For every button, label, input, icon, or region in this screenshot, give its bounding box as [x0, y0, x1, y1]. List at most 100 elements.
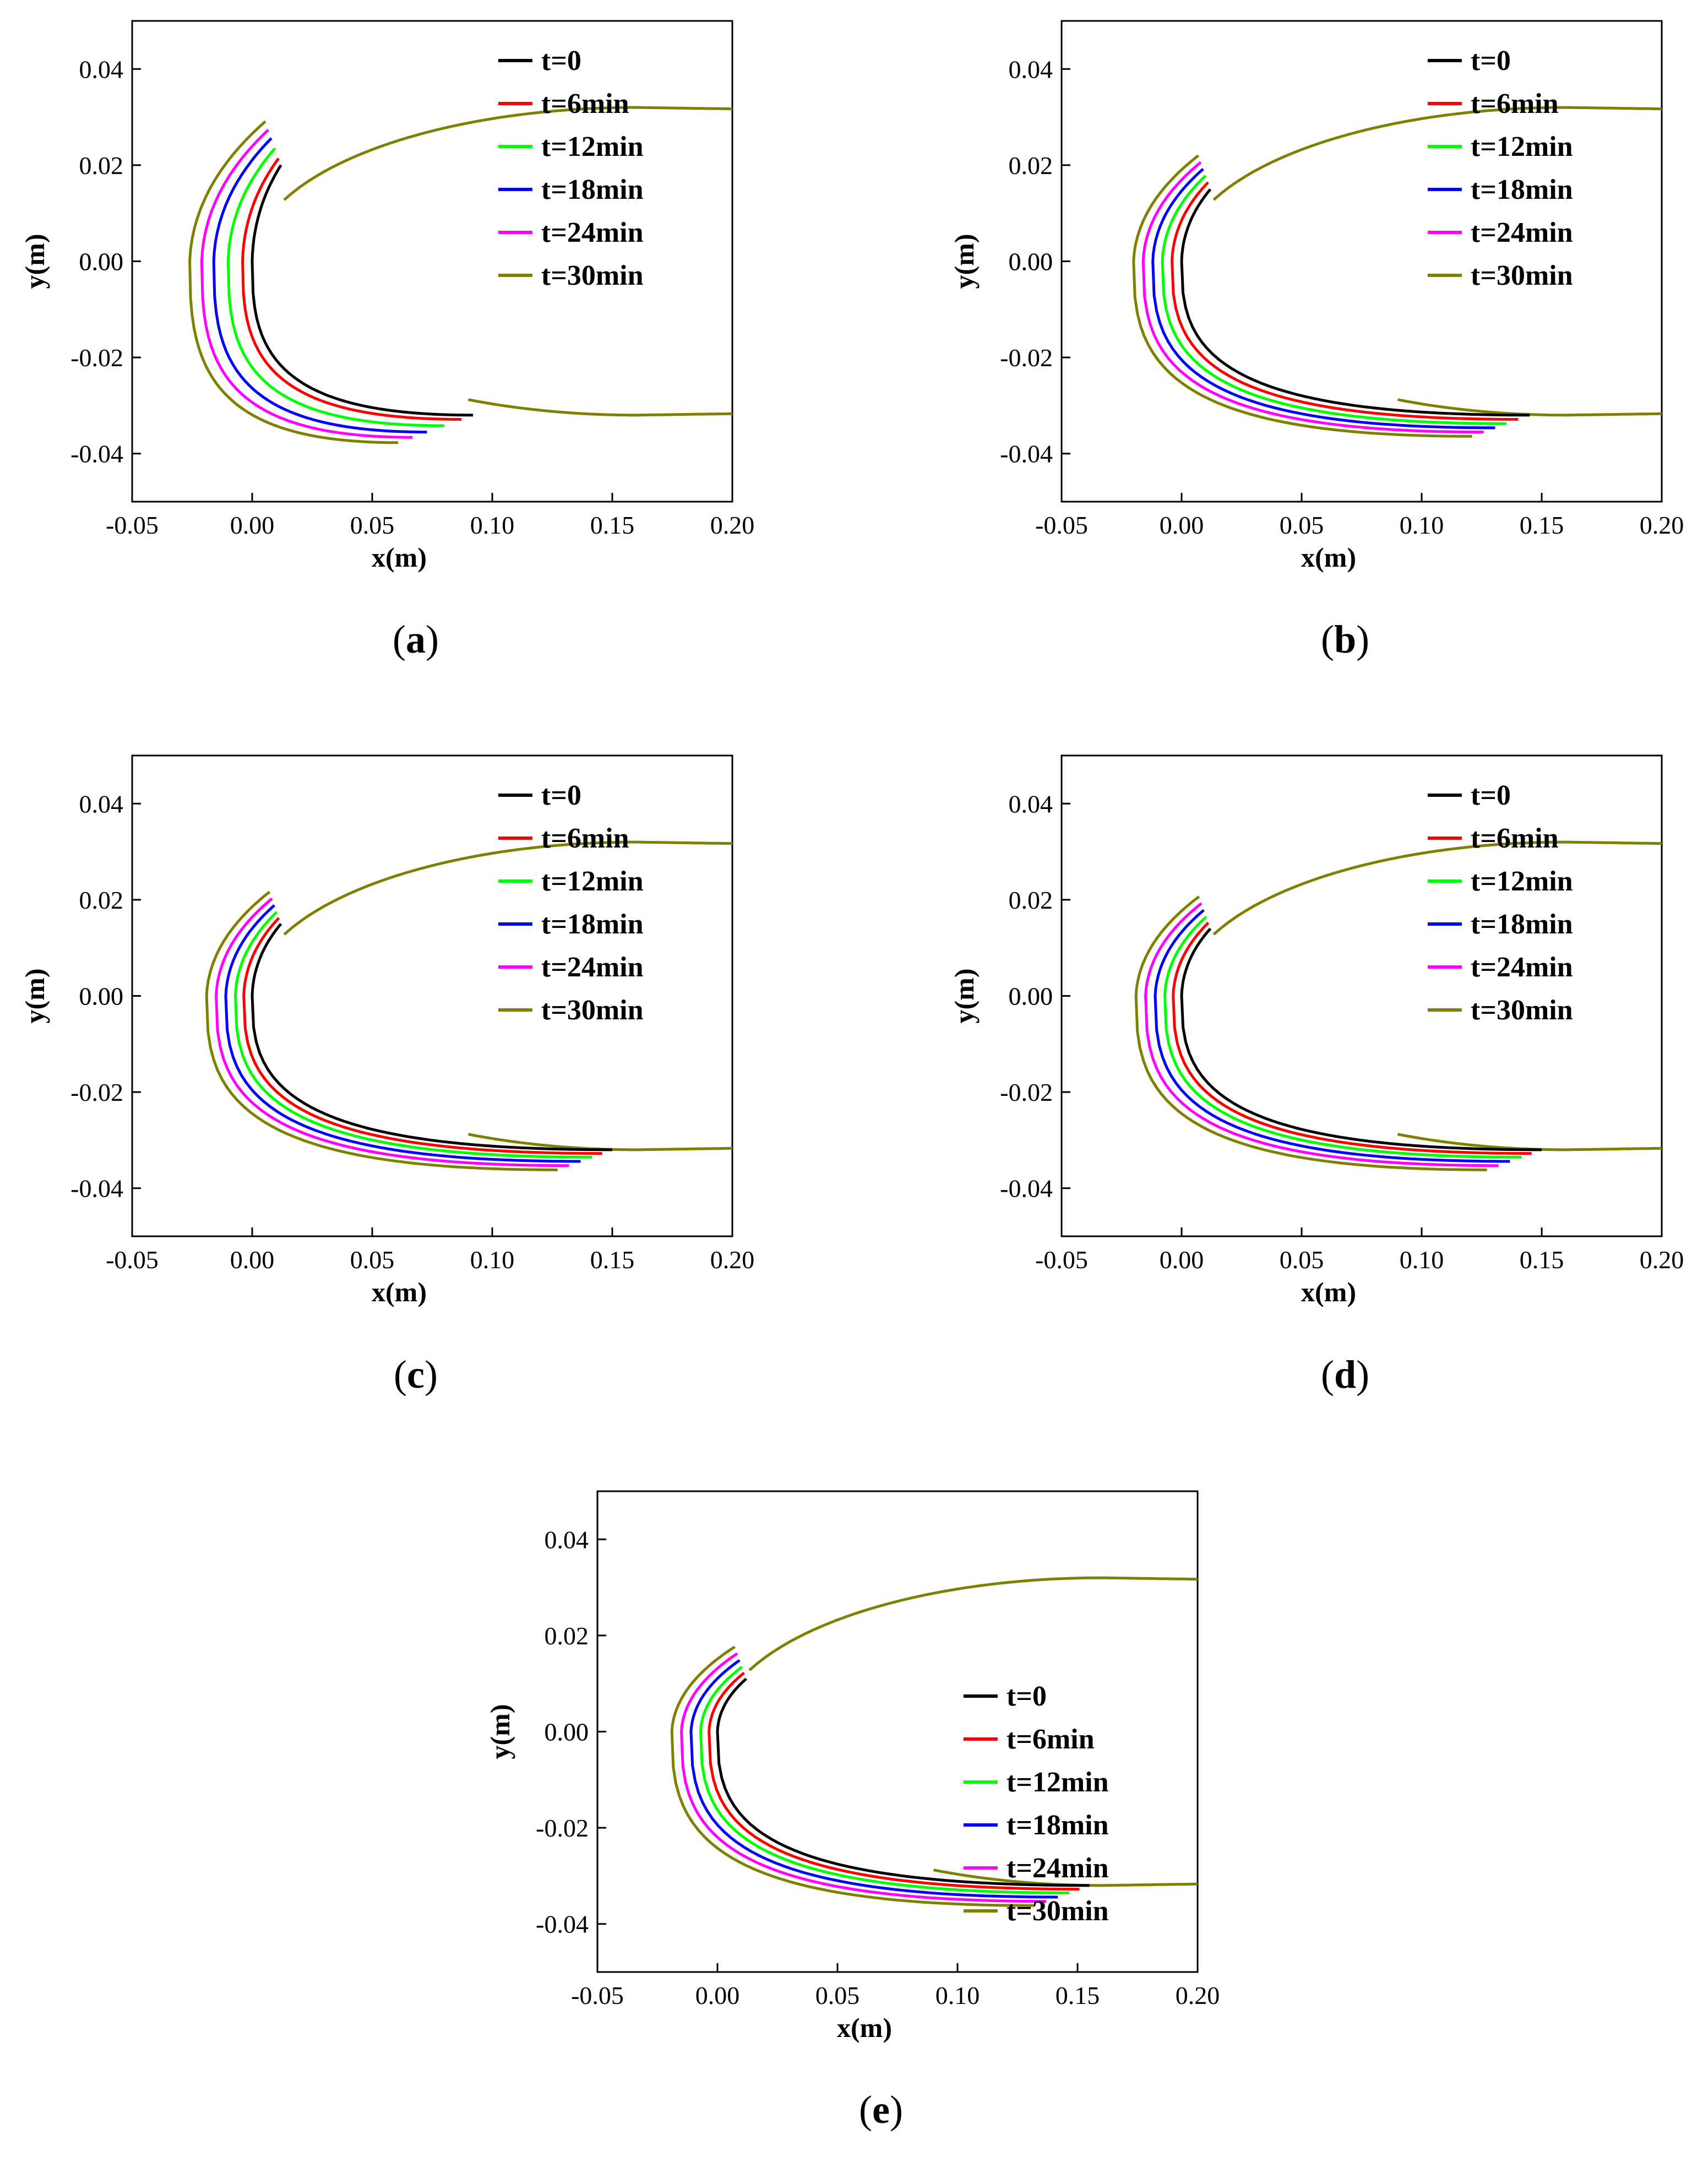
legend-label: t=24min [541, 952, 644, 983]
legend-label: t=6min [1471, 823, 1559, 854]
x-tick-label: 0.20 [710, 1246, 755, 1274]
x-tick-label: 0.20 [1640, 1246, 1684, 1274]
y-tick-label: 0.00 [1009, 982, 1053, 1011]
legend-label: t=24min [1007, 1853, 1109, 1884]
airfoil-upper-surface [283, 106, 732, 201]
y-tick-label: -0.02 [1000, 1078, 1053, 1106]
x-tick-label: -0.05 [571, 1981, 624, 2009]
ice-profile-t-6min [1172, 921, 1532, 1155]
y-tick-label: -0.02 [1000, 344, 1053, 372]
x-tick-label: 0.05 [350, 511, 395, 539]
legend-label: t=0 [541, 780, 581, 811]
x-tick-label: 0.00 [230, 511, 275, 539]
y-tick-label: 0.04 [1009, 790, 1053, 818]
ice-profile-t-0 [1180, 188, 1530, 417]
legend-label: t=12min [1471, 131, 1573, 162]
y-tick-label: -0.04 [536, 1910, 589, 1938]
chart-panel-d: -0.05 0.00 0.05 0.10 0.15 0.20 -0.04 -0.02 0.00 0… [949, 754, 1684, 1397]
y-tick-label: 0.00 [1009, 248, 1053, 276]
x-tick-label: -0.05 [106, 511, 159, 539]
x-tick-label: 0.10 [1400, 1246, 1444, 1274]
legend-label: t=0 [1471, 45, 1511, 77]
y-tick-label: 0.02 [1009, 886, 1053, 914]
x-tick-label: 0.00 [695, 1981, 740, 2009]
panel-caption: (c) [394, 1352, 438, 1397]
x-axis-title: x(m) [372, 1276, 427, 1307]
y-tick-label: 0.00 [79, 982, 124, 1011]
ice-profile-t-0 [716, 1677, 1090, 1887]
legend-label: t=30min [541, 260, 644, 291]
airfoil-upper-surface [283, 840, 732, 936]
airfoil-upper-surface [1212, 106, 1662, 201]
y-tick-label: -0.02 [70, 1078, 123, 1106]
y-tick-label: 0.00 [79, 982, 124, 1011]
chart-panel-c: -0.05 0.00 0.05 0.10 0.15 0.20 -0.04 -0.02 0.00 0… [19, 754, 755, 1397]
y-tick-label: 0.02 [1009, 151, 1053, 180]
x-axis-title: x(m) [372, 542, 427, 573]
ice-profile-t-24min [200, 128, 413, 439]
legend-label: t=18min [541, 909, 644, 940]
legend-label: t=12min [1471, 866, 1573, 897]
legend-label: t=0 [1471, 780, 1511, 811]
x-tick-label: 0.05 [1280, 511, 1324, 539]
x-tick-label: 0.15 [590, 511, 635, 539]
legend-label: t=24min [1471, 217, 1573, 248]
x-tick-label: 0.20 [710, 511, 755, 539]
legend-label: t=6min [1007, 1724, 1095, 1755]
panel-caption: (a) [393, 617, 439, 661]
y-tick-label: 0.00 [1009, 248, 1053, 276]
plot-area [1132, 106, 1662, 438]
legend-label: t=12min [541, 866, 644, 897]
ice-profile-t-6min [708, 1671, 1080, 1891]
legend-label: t=30min [1471, 995, 1573, 1026]
ice-profile-t-6min [241, 157, 462, 421]
legend-label: t=18min [1471, 909, 1573, 940]
ice-profile-t-12min [234, 911, 592, 1159]
legend-label: t=6min [1471, 88, 1559, 119]
legend-label: t=18min [541, 174, 644, 205]
x-tick-label: 0.15 [1520, 1246, 1564, 1274]
x-tick-label: 0.10 [935, 1981, 980, 2009]
y-axis-title: y(m) [949, 969, 980, 1024]
plot-area [1134, 840, 1662, 1171]
plot-area [670, 1576, 1198, 1907]
x-tick-label: 0.10 [470, 511, 515, 539]
ice-profile-t-24min [1144, 902, 1499, 1167]
plot-area [205, 840, 732, 1171]
y-tick-label: 0.02 [79, 886, 124, 914]
x-tick-label: -0.05 [1035, 1246, 1088, 1274]
x-axis-title: x(m) [1301, 542, 1356, 573]
chart-panel-b: -0.05 0.00 0.05 0.10 0.15 0.20 -0.04 -0.02 0.00 0… [949, 20, 1684, 661]
ice-profile-t-30min [1132, 154, 1472, 438]
y-tick-label: 0.00 [79, 248, 124, 276]
y-tick-label: 0.00 [545, 1718, 589, 1746]
ice-profile-t-0 [251, 164, 474, 417]
y-tick-label: -0.04 [70, 440, 123, 468]
x-tick-label: 0.05 [1280, 1246, 1324, 1274]
legend-label: t=24min [541, 217, 644, 248]
ice-profile-t-0 [251, 922, 613, 1151]
ice-profile-t-24min [1141, 161, 1484, 434]
airfoil-lower-surface [467, 398, 732, 417]
x-tick-label: -0.05 [106, 1246, 159, 1274]
ice-profile-t-12min [1161, 175, 1507, 425]
ice-profile-t-30min [670, 1645, 1035, 1907]
x-tick-label: 0.00 [1160, 1246, 1204, 1274]
panel-caption: (e) [859, 2088, 903, 2132]
ice-profile-t-18min [212, 137, 427, 434]
x-tick-label: 0.05 [350, 1246, 395, 1274]
legend-label: t=30min [1471, 260, 1573, 291]
ice-profile-t-24min [215, 897, 569, 1167]
ice-profile-t-30min [205, 890, 558, 1171]
ice-profile-t-18min [1154, 909, 1510, 1163]
x-tick-label: -0.05 [1035, 511, 1088, 539]
legend-label: t=30min [541, 995, 644, 1026]
legend-label: t=18min [1007, 1810, 1109, 1841]
y-tick-label: 0.00 [79, 248, 124, 276]
y-axis-title: y(m) [19, 234, 50, 289]
legend-label: t=12min [541, 131, 644, 162]
x-tick-label: 0.10 [470, 1246, 515, 1274]
y-axis-title: y(m) [19, 969, 50, 1024]
y-tick-label: 0.04 [79, 790, 124, 818]
